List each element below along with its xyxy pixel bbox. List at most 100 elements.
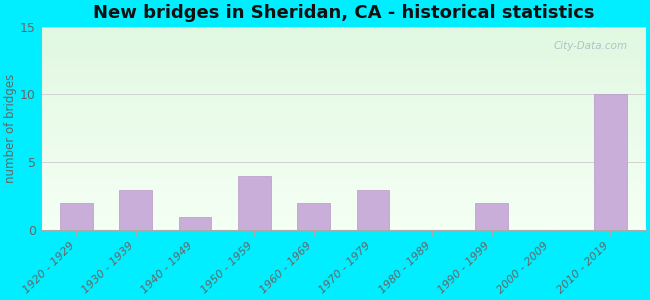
Bar (41, 128, 646, 129)
Bar (41, 164, 646, 165)
Bar (41, 57, 646, 58)
Bar (41, 152, 646, 153)
Bar (41, 228, 646, 229)
Bar (120, 190, 152, 230)
Bar (41, 79, 646, 80)
Bar (41, 86, 646, 87)
Bar (475, 203, 508, 230)
Bar (41, 109, 646, 110)
Bar (41, 141, 646, 142)
Bar (41, 121, 646, 122)
Bar (179, 217, 211, 230)
Bar (41, 123, 646, 124)
Bar (41, 118, 646, 119)
Bar (41, 199, 646, 200)
Bar (238, 176, 270, 230)
Bar (41, 53, 646, 54)
Bar (41, 177, 646, 178)
Bar (41, 144, 646, 145)
Bar (41, 160, 646, 161)
Bar (41, 127, 646, 128)
Bar (41, 226, 646, 227)
Bar (41, 99, 646, 100)
Bar (41, 202, 646, 203)
Bar (41, 96, 646, 97)
Bar (41, 181, 646, 182)
Bar (41, 204, 646, 205)
Bar (41, 93, 646, 94)
Bar (41, 45, 646, 46)
Bar (41, 150, 646, 151)
Bar (41, 30, 646, 31)
Bar (41, 116, 646, 117)
Bar (41, 131, 646, 132)
Bar (41, 187, 646, 188)
Bar (41, 54, 646, 55)
Bar (41, 157, 646, 158)
Bar (41, 50, 646, 51)
Bar (41, 222, 646, 223)
Bar (41, 155, 646, 156)
Bar (41, 104, 646, 105)
Bar (41, 163, 646, 164)
Bar (41, 112, 646, 113)
Bar (41, 77, 646, 78)
Bar (41, 69, 646, 70)
Bar (41, 90, 646, 91)
Bar (41, 139, 646, 140)
Bar (41, 142, 646, 143)
Bar (41, 106, 646, 107)
Bar (41, 70, 646, 71)
Bar (41, 217, 646, 218)
Bar (41, 210, 646, 211)
Bar (41, 101, 646, 102)
Bar (41, 32, 646, 33)
Bar (41, 190, 646, 191)
Bar (41, 151, 646, 152)
Bar (41, 36, 646, 37)
Bar (41, 42, 646, 43)
Bar (41, 28, 646, 29)
Bar (41, 59, 646, 60)
Bar (41, 172, 646, 173)
Bar (41, 73, 646, 74)
Bar (41, 203, 646, 204)
Bar (41, 147, 646, 148)
Bar (41, 212, 646, 213)
Bar (41, 143, 646, 144)
Bar (41, 191, 646, 192)
Bar (41, 171, 646, 172)
Bar (41, 197, 646, 198)
Bar (41, 165, 646, 166)
Bar (41, 193, 646, 194)
Bar (41, 82, 646, 83)
Bar (41, 219, 646, 220)
Bar (41, 108, 646, 109)
Bar (41, 162, 646, 163)
Bar (41, 126, 646, 127)
Bar (41, 47, 646, 48)
Bar (41, 149, 646, 150)
Bar (41, 218, 646, 219)
Bar (41, 215, 646, 216)
Bar (41, 67, 646, 68)
Bar (41, 169, 646, 170)
Bar (41, 195, 646, 196)
Bar (41, 64, 646, 65)
Bar (41, 39, 646, 40)
Bar (41, 89, 646, 90)
Bar (41, 213, 646, 214)
Bar (41, 138, 646, 139)
Bar (41, 189, 646, 190)
Bar (41, 74, 646, 75)
Bar (41, 174, 646, 175)
Bar (41, 175, 646, 176)
Bar (41, 94, 646, 95)
Bar (41, 56, 646, 57)
Bar (41, 97, 646, 98)
Bar (41, 166, 646, 167)
Bar (41, 37, 646, 38)
Bar (41, 60, 646, 61)
Bar (357, 190, 389, 230)
Bar (41, 119, 646, 120)
